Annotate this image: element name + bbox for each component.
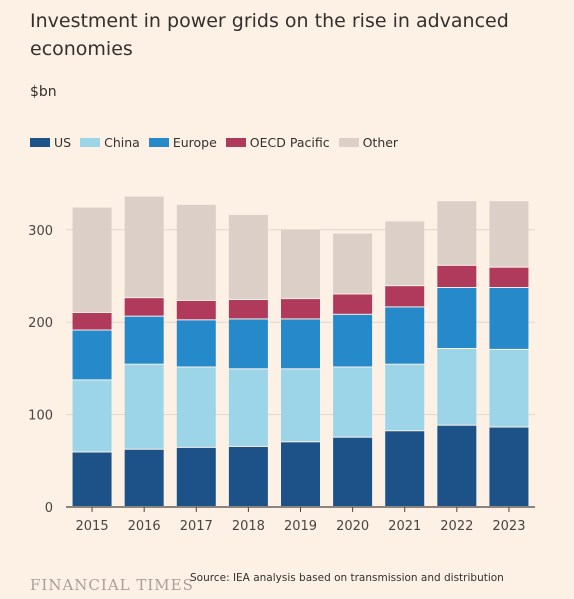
x-tick-label: 2020	[336, 519, 369, 534]
bar-segment	[228, 300, 268, 319]
bar-segment	[124, 196, 164, 298]
bar-segment	[72, 312, 112, 330]
bar-segment	[176, 320, 216, 367]
bar-segment	[489, 201, 529, 267]
y-tick-label: 300	[28, 224, 53, 239]
x-tick-label: 2021	[388, 519, 421, 534]
legend-item-us: US	[30, 135, 71, 150]
bar-segment	[281, 442, 320, 506]
bar-segment	[437, 265, 477, 288]
bar-segment	[385, 307, 425, 364]
bar-segment	[385, 286, 425, 307]
legend-swatch-europe	[148, 138, 169, 147]
bar-segment	[281, 319, 320, 369]
bar-segment	[124, 364, 164, 449]
legend-swatch-us	[30, 138, 50, 147]
source-note: Source: IEA analysis based on transmissi…	[190, 572, 504, 584]
x-tick-label: 2018	[232, 519, 265, 534]
bar-segment	[72, 380, 112, 452]
legend-label-china: China	[104, 135, 140, 150]
y-tick-label: 200	[28, 316, 53, 331]
legend: US China Europe OECD Pacific Other	[30, 135, 407, 150]
legend-label-europe: Europe	[172, 135, 217, 150]
legend-swatch-china	[80, 138, 101, 147]
y-tick-label: 0	[45, 501, 53, 516]
bar-segment	[176, 204, 216, 300]
bar-segment	[385, 364, 425, 431]
bar-segment	[437, 348, 477, 425]
legend-swatch-other	[338, 138, 359, 147]
unit-label: $bn	[30, 84, 57, 100]
legend-label-oecd-pacific: OECD Pacific	[249, 135, 330, 150]
bar-segment	[281, 299, 320, 319]
bar-segment	[72, 207, 112, 312]
bar-segment	[72, 330, 112, 380]
bar-segment	[176, 367, 216, 447]
x-tick-label: 2016	[128, 519, 161, 534]
bar-segment	[489, 427, 529, 506]
bar-segment	[489, 267, 529, 288]
bar-segment	[124, 316, 164, 364]
legend-item-europe: Europe	[148, 135, 217, 150]
bar-segment	[72, 452, 112, 506]
bar-segment	[437, 288, 477, 348]
legend-label-us: US	[54, 135, 72, 150]
legend-item-oecd-pacific: OECD Pacific	[225, 135, 330, 150]
legend-label-other: Other	[362, 135, 399, 150]
x-tick-label: 2019	[284, 519, 317, 534]
legend-item-other: Other	[338, 135, 399, 150]
bar-segment	[228, 319, 268, 369]
bar-segment	[228, 369, 268, 446]
bar-segment	[489, 288, 529, 349]
legend-swatch-oecd-pacific	[225, 138, 246, 147]
bar-segment	[385, 431, 425, 506]
bar-segment	[489, 349, 529, 427]
bar-segment	[176, 300, 216, 320]
bar-segment	[437, 201, 477, 265]
bar-segment	[333, 367, 373, 437]
bar-segment	[333, 294, 373, 314]
bar-segment	[437, 425, 477, 506]
x-tick-label: 2015	[76, 519, 109, 534]
bar-segment	[281, 229, 320, 299]
bar-segment	[333, 437, 373, 506]
bar-segment	[228, 446, 268, 506]
legend-item-china: China	[80, 135, 140, 150]
bar-segment	[124, 298, 164, 316]
x-tick-label: 2023	[492, 519, 525, 534]
bar-segment	[333, 233, 373, 294]
chart-title: Investment in power grids on the rise in…	[30, 10, 509, 60]
bar-segment	[385, 221, 425, 286]
bar-segment	[333, 314, 373, 367]
bar-segment	[228, 215, 268, 300]
x-tick-label: 2022	[440, 519, 473, 534]
ft-logo: FINANCIAL TIMES	[30, 576, 194, 594]
bar-segment	[281, 369, 320, 442]
bar-segment	[124, 449, 164, 506]
x-tick-label: 2017	[180, 519, 213, 534]
y-tick-label: 100	[28, 409, 53, 424]
bar-segment	[176, 447, 216, 506]
